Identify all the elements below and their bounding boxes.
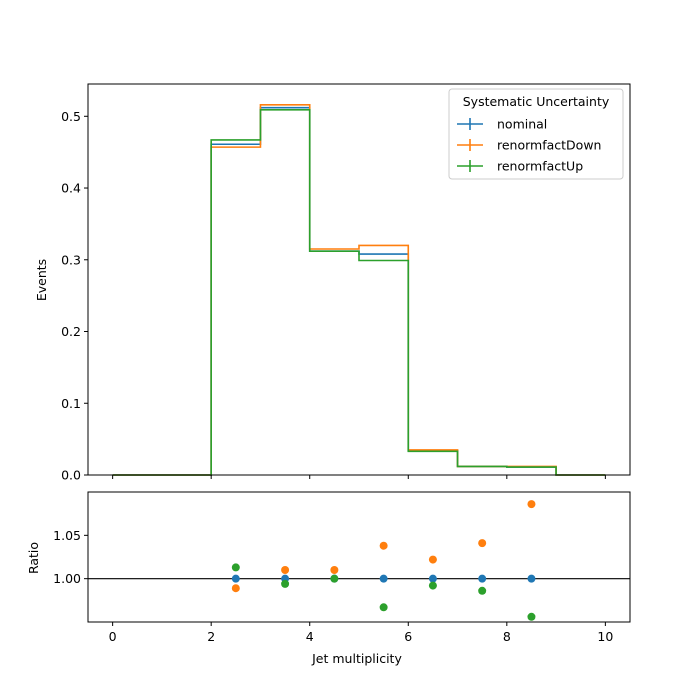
legend-title: Systematic Uncertainty: [463, 94, 610, 109]
x-axis-label: Jet multiplicity: [311, 651, 402, 666]
main-panel: 0.0 0.1 0.2 0.3 0.4 0.5 Events Systematic Unc…: [34, 83, 631, 483]
legend-entry-renormfactUp: renormfactUp: [457, 159, 583, 174]
legend-label: nominal: [497, 117, 547, 132]
legend-label: renormfactDown: [497, 138, 601, 153]
x-tick-label: 2: [207, 629, 215, 644]
main-series-group: [112, 104, 606, 476]
ratio-point-nominal: [428, 574, 437, 583]
main-y-ticks: 0.0 0.1 0.2 0.3 0.4 0.5: [61, 109, 88, 483]
x-tick-label: 10: [597, 629, 613, 644]
ratio-point-nominal: [478, 574, 487, 583]
ratio-point-renormfactDown: [428, 555, 437, 564]
ratio-y-axis-label: Ratio: [26, 542, 41, 574]
ratio-point-nominal: [231, 574, 240, 583]
legend-entry-renormfactDown: renormfactDown: [457, 138, 601, 153]
main-y-axis-label: Events: [34, 259, 49, 301]
ratio-panel: 1.00 1.05 0 2 4 6 8 10 Ratio Jet multiplicity: [26, 491, 631, 666]
ratio-plot-area: [88, 492, 630, 622]
main-y-tick-label: 0.2: [61, 324, 81, 339]
ratio-point-renormfactUp: [330, 574, 339, 583]
legend-entry-nominal: nominal: [457, 117, 547, 132]
ratio-y-tick-label: 1.00: [53, 571, 81, 586]
ratio-y-ticks: 1.00 1.05: [53, 528, 88, 586]
ratio-points-group: [231, 500, 536, 621]
main-y-tick-label: 0.3: [61, 252, 81, 267]
ratio-point-renormfactUp: [281, 579, 290, 588]
ratio-point-renormfactDown: [379, 541, 388, 550]
series-line-renormfactUp: [112, 109, 606, 476]
legend-frame: [448, 88, 624, 180]
ratio-point-nominal: [527, 574, 536, 583]
x-tick-label: 4: [306, 629, 314, 644]
ratio-y-tick-label: 1.05: [53, 528, 81, 543]
legend-label: renormfactUp: [497, 159, 583, 174]
main-y-tick-label: 0.1: [61, 396, 81, 411]
ratio-point-renormfactUp: [527, 612, 536, 621]
main-y-tick-label: 0.0: [61, 468, 81, 483]
ratio-point-renormfactDown: [527, 500, 536, 509]
ratio-plot-frame: [87, 491, 631, 623]
ratio-point-renormfactDown: [478, 539, 487, 548]
main-x-ticks: [112, 475, 606, 479]
x-tick-label: 6: [404, 629, 412, 644]
ratio-point-renormfactDown: [330, 566, 339, 574]
x-tick-label: 8: [503, 629, 511, 644]
main-y-tick-label: 0.5: [61, 109, 81, 124]
ratio-point-renormfactUp: [231, 563, 240, 572]
x-tick-label: 0: [109, 629, 117, 644]
main-plot-frame: [87, 83, 631, 476]
ratio-point-renormfactUp: [478, 586, 487, 595]
legend-entries: nominal renormfactDown renormfactUp: [457, 117, 601, 174]
ratio-point-renormfactDown: [281, 566, 290, 574]
main-y-tick-label: 0.4: [61, 181, 81, 196]
legend: Systematic Uncertainty nominal renormfact…: [448, 88, 624, 180]
ratio-point-renormfactDown: [231, 584, 240, 593]
ratio-x-ticks: 0 2 4 6 8 10: [109, 622, 613, 644]
ratio-point-renormfactUp: [379, 603, 388, 612]
ratio-point-nominal: [379, 574, 388, 583]
ratio-point-renormfactUp: [428, 581, 437, 590]
